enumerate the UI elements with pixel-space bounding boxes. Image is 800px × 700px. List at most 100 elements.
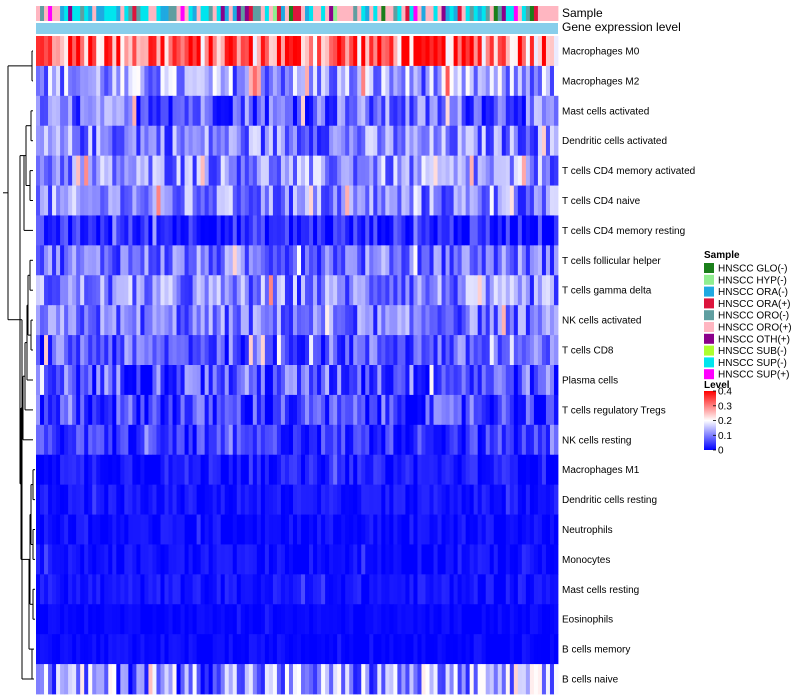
heatmap-cell — [168, 604, 173, 635]
heatmap-cell — [216, 125, 222, 157]
heatmap-cell — [260, 454, 266, 486]
heatmap-cell — [188, 514, 193, 545]
heatmap-cell — [445, 365, 450, 396]
heatmap-cell — [68, 365, 73, 396]
heatmap-cell — [469, 514, 475, 545]
heatmap-cell — [132, 275, 137, 306]
heatmap-cell — [100, 65, 105, 97]
heatmap-cell — [260, 335, 266, 366]
heatmap-cell — [481, 574, 487, 605]
heatmap-cell — [268, 454, 274, 486]
heatmap-cell — [501, 95, 507, 127]
heatmap-cell — [264, 365, 270, 396]
heatmap-cell — [292, 215, 298, 246]
heatmap-cell — [192, 335, 198, 366]
heatmap-cell — [373, 245, 378, 276]
heatmap-cell — [389, 275, 394, 306]
heatmap-cell — [288, 394, 294, 426]
heatmap-cell — [473, 394, 479, 426]
heatmap-cell — [541, 634, 547, 665]
heatmap-cell — [401, 185, 406, 216]
heatmap-cell — [112, 365, 117, 396]
heatmap-cell — [369, 125, 374, 157]
heatmap-cell — [421, 634, 426, 665]
heatmap-cell — [188, 95, 193, 127]
heatmap-cell — [333, 65, 338, 97]
heatmap-cell — [60, 365, 65, 396]
heatmap-cell — [220, 454, 226, 486]
heatmap-cell — [349, 604, 354, 635]
heatmap-cell — [224, 215, 230, 246]
heatmap-cell — [240, 604, 246, 635]
heatmap-cell — [204, 544, 210, 575]
heatmap-cell — [533, 155, 539, 186]
heatmap-cell — [84, 65, 89, 97]
sample-track-cell — [144, 6, 149, 21]
heatmap-cell — [517, 544, 523, 575]
heatmap-cell — [148, 394, 153, 426]
heatmap-cell — [108, 125, 113, 157]
heatmap-cell — [40, 484, 45, 515]
heatmap-cell — [192, 424, 198, 456]
heatmap-cell — [437, 335, 442, 366]
heatmap-cell — [525, 245, 531, 276]
heatmap-cell — [477, 275, 483, 306]
heatmap-cell — [345, 664, 350, 695]
heatmap-cell — [445, 95, 450, 127]
heatmap-cell — [196, 36, 202, 67]
heatmap-cell — [529, 245, 535, 276]
heatmap-cell — [156, 185, 161, 216]
row-label: NK cells activated — [562, 316, 641, 327]
heatmap-cell — [373, 305, 378, 336]
heatmap-cell — [52, 155, 57, 186]
heatmap-cell — [525, 544, 531, 575]
heatmap-cell — [449, 514, 454, 545]
heatmap-cell — [40, 604, 45, 635]
heatmap-cell — [449, 245, 454, 276]
heatmap-cell — [409, 634, 414, 665]
heatmap-cell — [188, 275, 193, 306]
heatmap-cell — [453, 275, 459, 306]
heatmap-cell — [329, 544, 334, 575]
sample-track-cell — [276, 6, 282, 21]
heatmap-cell — [349, 95, 354, 127]
heatmap-cell — [268, 514, 274, 545]
sample-track-cell — [192, 6, 198, 21]
heatmap-cell — [361, 275, 366, 306]
heatmap-cell — [100, 125, 105, 157]
heatmap-cell — [292, 365, 298, 396]
heatmap-cell — [493, 305, 499, 336]
heatmap-cell — [457, 215, 463, 246]
heatmap-cell — [164, 275, 169, 306]
heatmap-cell — [120, 155, 125, 186]
heatmap-cell — [489, 634, 495, 665]
heatmap-cell — [537, 305, 543, 336]
heatmap-cell — [208, 185, 214, 216]
heatmap-cell — [232, 365, 238, 396]
heatmap-cell — [337, 245, 342, 276]
heatmap-cell — [373, 424, 378, 456]
heatmap-cell — [140, 634, 145, 665]
heatmap-cell — [268, 65, 274, 97]
heatmap-cell — [164, 454, 169, 486]
heatmap-cell — [68, 36, 73, 67]
heatmap-cell — [284, 604, 290, 635]
heatmap-cell — [76, 454, 81, 486]
heatmap-cell — [353, 604, 358, 635]
heatmap-cell — [56, 664, 61, 695]
heatmap-cell — [525, 65, 531, 97]
heatmap-cell — [357, 365, 362, 396]
heatmap-cell — [204, 574, 210, 605]
heatmap-cell — [156, 365, 161, 396]
sample-track-cell — [381, 6, 386, 21]
heatmap-cell — [256, 275, 262, 306]
heatmap-cell — [256, 305, 262, 336]
heatmap-cell — [437, 424, 442, 456]
heatmap-cell — [357, 544, 362, 575]
heatmap-cell — [529, 634, 535, 665]
heatmap-cell — [112, 604, 117, 635]
heatmap-cell — [345, 394, 350, 426]
sample-track-cell — [220, 6, 226, 21]
heatmap-cell — [365, 335, 370, 366]
heatmap-cell — [56, 185, 61, 216]
